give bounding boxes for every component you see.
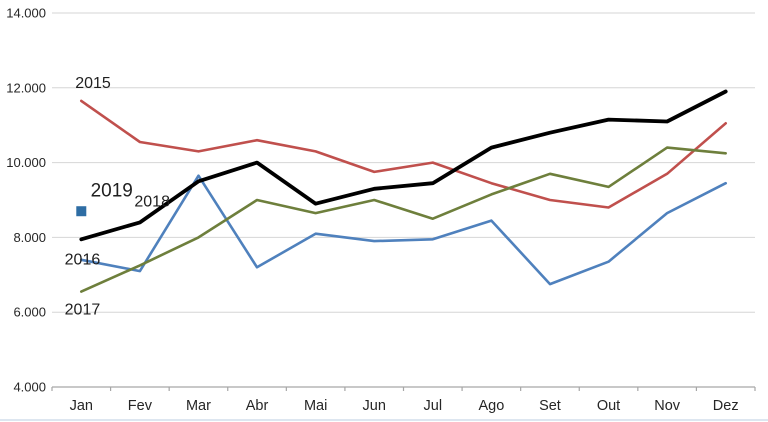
x-tick-label: Abr (246, 398, 269, 414)
x-tick-label: Mar (186, 398, 211, 414)
series-2018-line (79, 89, 728, 242)
x-tick-label: Jun (363, 398, 386, 414)
series-2016-line (80, 174, 727, 286)
series-label-2015: 2015 (75, 75, 111, 92)
series-label-2019: 2019 (91, 181, 133, 202)
y-tick-label: 14.000 (6, 6, 46, 21)
series-2019-marker (76, 206, 87, 217)
series-2017-line (80, 146, 727, 293)
y-tick-label: 8.000 (13, 230, 46, 245)
bottom-edge-line (0, 419, 768, 421)
x-tick-label: Set (539, 398, 561, 414)
x-tick-label: Ago (478, 398, 504, 414)
y-tick-label: 10.000 (6, 155, 46, 170)
x-tick-label: Jul (424, 398, 443, 414)
x-tick-label: Out (597, 398, 620, 414)
y-tick-label: 12.000 (6, 80, 46, 95)
series-2015-line (80, 99, 727, 209)
y-tick-label: 6.000 (13, 305, 46, 320)
x-tick-label: Dez (713, 398, 739, 414)
x-tick-label: Jan (70, 398, 93, 414)
y-tick-label: 4.000 (13, 380, 46, 395)
x-tick-label: Fev (128, 398, 153, 414)
series-label-2017: 2017 (65, 301, 101, 318)
x-tick-label: Mai (304, 398, 327, 414)
x-tick-label: Nov (654, 398, 681, 414)
series-label-2016: 2016 (65, 252, 101, 269)
series-label-2018: 2018 (134, 194, 170, 211)
